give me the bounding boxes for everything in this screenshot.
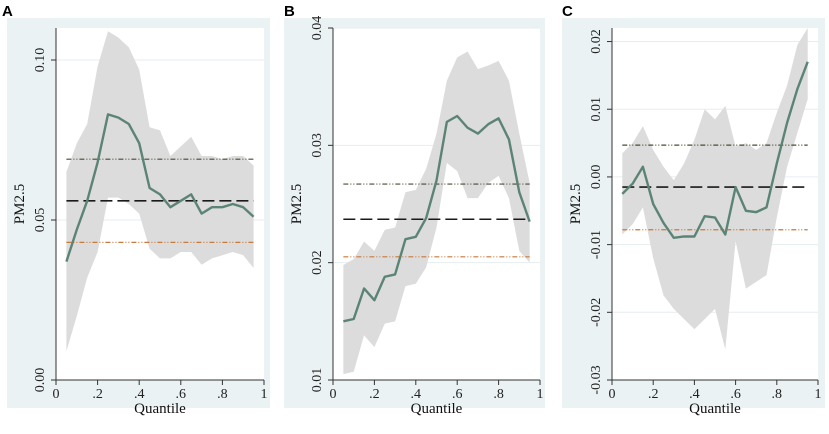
y-tick-label: 0.02	[589, 29, 604, 54]
x-tick-label: .2	[369, 387, 380, 402]
x-axis-title: Quantile	[134, 401, 186, 417]
confidence-band	[622, 28, 808, 350]
x-tick-label: 0	[609, 387, 616, 402]
y-tick-label: 0.01	[589, 97, 604, 122]
x-tick-label: .8	[772, 387, 783, 402]
quantile-estimate-line	[621, 61, 809, 240]
y-axis-title: PM2.5	[12, 184, 28, 224]
x-tick-label: 1	[815, 387, 822, 402]
panel-letter: C	[562, 3, 573, 20]
x-tick-label: 0	[330, 387, 337, 402]
chart-panel-a: A 0.00 0.05 0.10 0 .2 .4 .6 .8 1 Quantile PM2.5	[2, 3, 270, 417]
x-tick-label: .2	[92, 387, 103, 402]
x-tick-label: 1	[261, 387, 268, 402]
y-tick-label: 0.02	[310, 250, 325, 275]
x-tick-label: .4	[689, 387, 700, 402]
x-tick-label: .6	[730, 387, 741, 402]
x-tick-label: .8	[493, 387, 504, 402]
x-tick-label: .4	[134, 387, 145, 402]
y-tick-label: 0.04	[310, 16, 325, 41]
panel-letter: B	[284, 3, 295, 20]
x-axis-title: Quantile	[689, 401, 741, 417]
x-axis-title: Quantile	[411, 401, 463, 417]
x-tick-label: .4	[411, 387, 422, 402]
y-tick-label: -0.01	[589, 230, 604, 259]
y-tick-label: -0.03	[589, 365, 604, 394]
confidence-band	[343, 51, 530, 375]
y-tick-label: 0.00	[589, 165, 604, 190]
x-tick-label: 0	[53, 387, 60, 402]
x-tick-label: .6	[176, 387, 187, 402]
quantile-estimate-line	[65, 113, 255, 262]
x-tick-label: .2	[648, 387, 659, 402]
y-axis-title: PM2.5	[568, 184, 584, 224]
chart-panel-c: C -0.03 -0.02 -0.01 0.00 0.01 0.02 0 .2 .4 .6 .8 1 Qu…	[562, 3, 825, 417]
panel-letter: A	[2, 3, 13, 20]
y-tick-label: 0.03	[310, 133, 325, 158]
x-tick-label: .8	[217, 387, 228, 402]
y-tick-label: -0.02	[589, 298, 604, 327]
x-tick-label: .6	[452, 387, 463, 402]
x-tick-label: 1	[537, 387, 544, 402]
y-axis-title: PM2.5	[289, 184, 305, 224]
chart-panel-b: B 0.01 0.02 0.03 0.04 0 .2 .4 .6 .8 1 Quantile PM2.5	[284, 3, 545, 417]
y-tick-label: 0.01	[310, 368, 325, 393]
confidence-band	[66, 31, 254, 352]
y-tick-label: 0.00	[33, 368, 48, 393]
y-tick-label: 0.05	[33, 208, 48, 233]
quantile-estimate-line	[343, 114, 531, 323]
y-tick-label: 0.10	[33, 48, 48, 73]
